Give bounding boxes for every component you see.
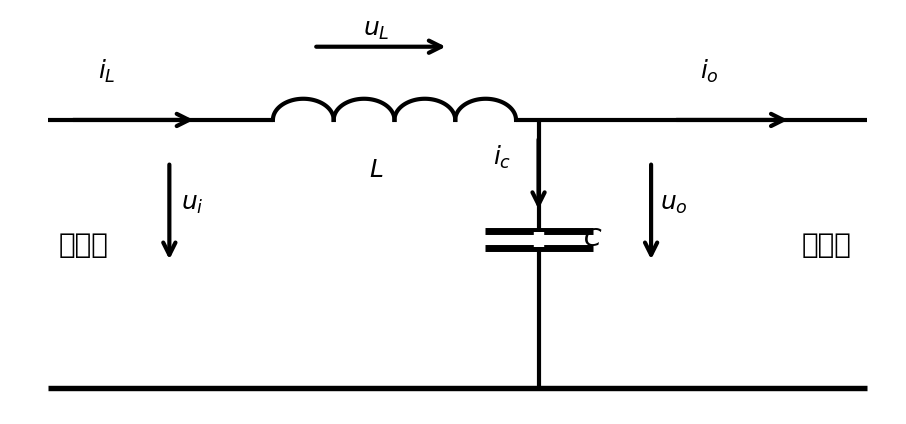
Text: $u_L$: $u_L$: [363, 18, 390, 42]
Text: $i_L$: $i_L$: [98, 58, 115, 85]
Text: $L$: $L$: [370, 158, 383, 182]
Text: 负载侧: 负载侧: [802, 232, 852, 259]
Text: $u_i$: $u_i$: [180, 192, 203, 216]
Text: $u_o$: $u_o$: [660, 192, 688, 216]
Text: $C$: $C$: [583, 227, 602, 251]
Text: $i_o$: $i_o$: [700, 58, 719, 85]
Text: $i_c$: $i_c$: [494, 144, 512, 171]
Text: 桥臂侧: 桥臂侧: [59, 232, 109, 259]
